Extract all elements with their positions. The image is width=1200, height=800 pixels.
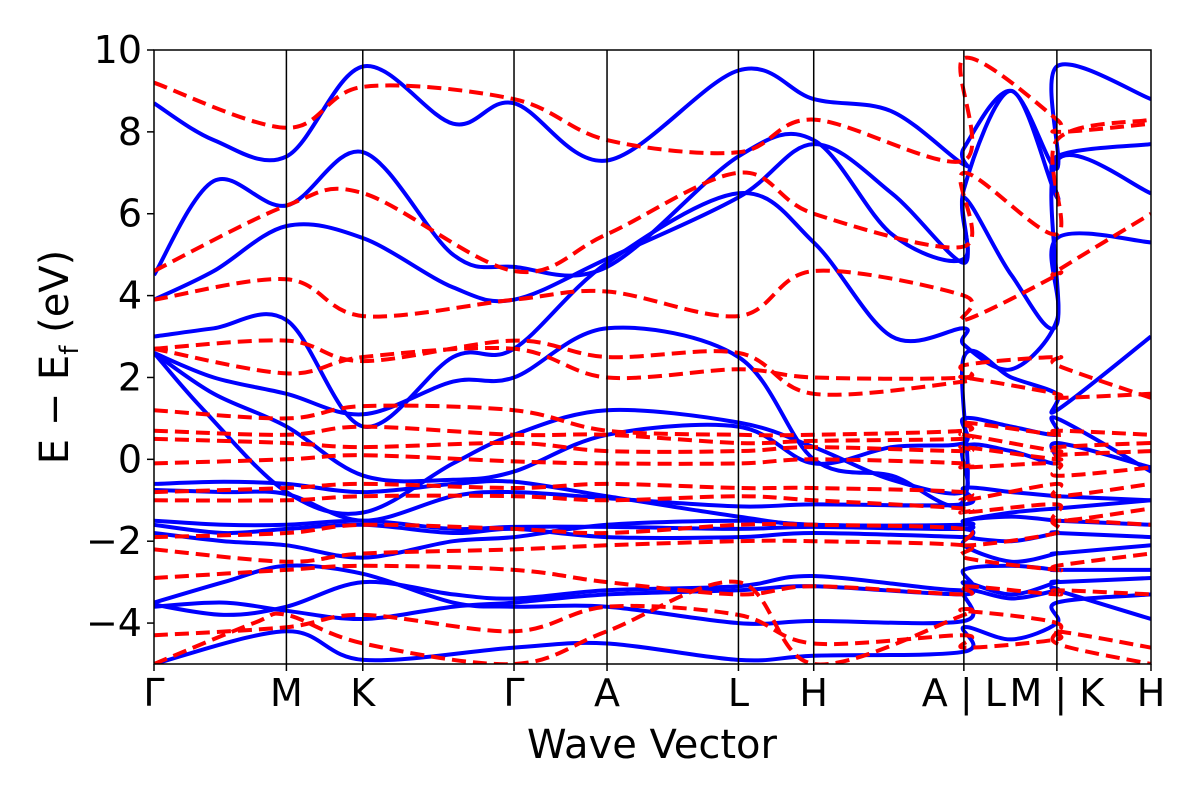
- dashed-band-0: [154, 403, 1151, 438]
- dashed-band-1: [154, 424, 1151, 454]
- dashed-band-9: [154, 603, 1151, 650]
- y-tick-label: −4: [86, 601, 142, 645]
- dashed-band-11: [154, 345, 1151, 400]
- solid-band-12: [154, 142, 1151, 331]
- x-tick-label: M | K: [1010, 671, 1106, 716]
- x-tick-label: K: [350, 671, 376, 715]
- x-tick-label: Γ: [503, 671, 524, 715]
- y-axis-label: E − Ef (eV): [32, 250, 85, 465]
- y-tick-label: −2: [86, 519, 142, 563]
- y-tick-label: 4: [118, 274, 142, 318]
- x-tick-label: A: [594, 671, 620, 715]
- x-tick-label: Γ: [143, 671, 164, 715]
- x-tick-label: L: [728, 671, 749, 715]
- x-tick-label: H: [1137, 671, 1166, 715]
- x-tick-label: M: [270, 671, 303, 715]
- kpoint-lines: [285, 50, 1058, 664]
- y-tick-label: 2: [118, 355, 142, 399]
- dashed-band-14: [154, 55, 1151, 164]
- dashed-band-8: [154, 563, 1151, 597]
- y-tick-label: 6: [118, 192, 142, 236]
- y-tick-label: 10: [94, 28, 142, 72]
- solid-band-10: [154, 325, 1151, 508]
- x-tick-label: A | L: [922, 671, 1006, 716]
- x-axis-label: Wave Vector: [527, 722, 778, 768]
- y-tick-label: 0: [118, 437, 142, 481]
- plot-frame: [153, 49, 1152, 665]
- y-tick-label: 8: [118, 110, 142, 154]
- x-tick-label: H: [799, 671, 828, 715]
- solid-band-14: [154, 62, 1151, 171]
- solid-band-15: [154, 592, 1151, 664]
- y-axis-ticks: −4 −2 0 2 4 6 8 10: [86, 28, 154, 645]
